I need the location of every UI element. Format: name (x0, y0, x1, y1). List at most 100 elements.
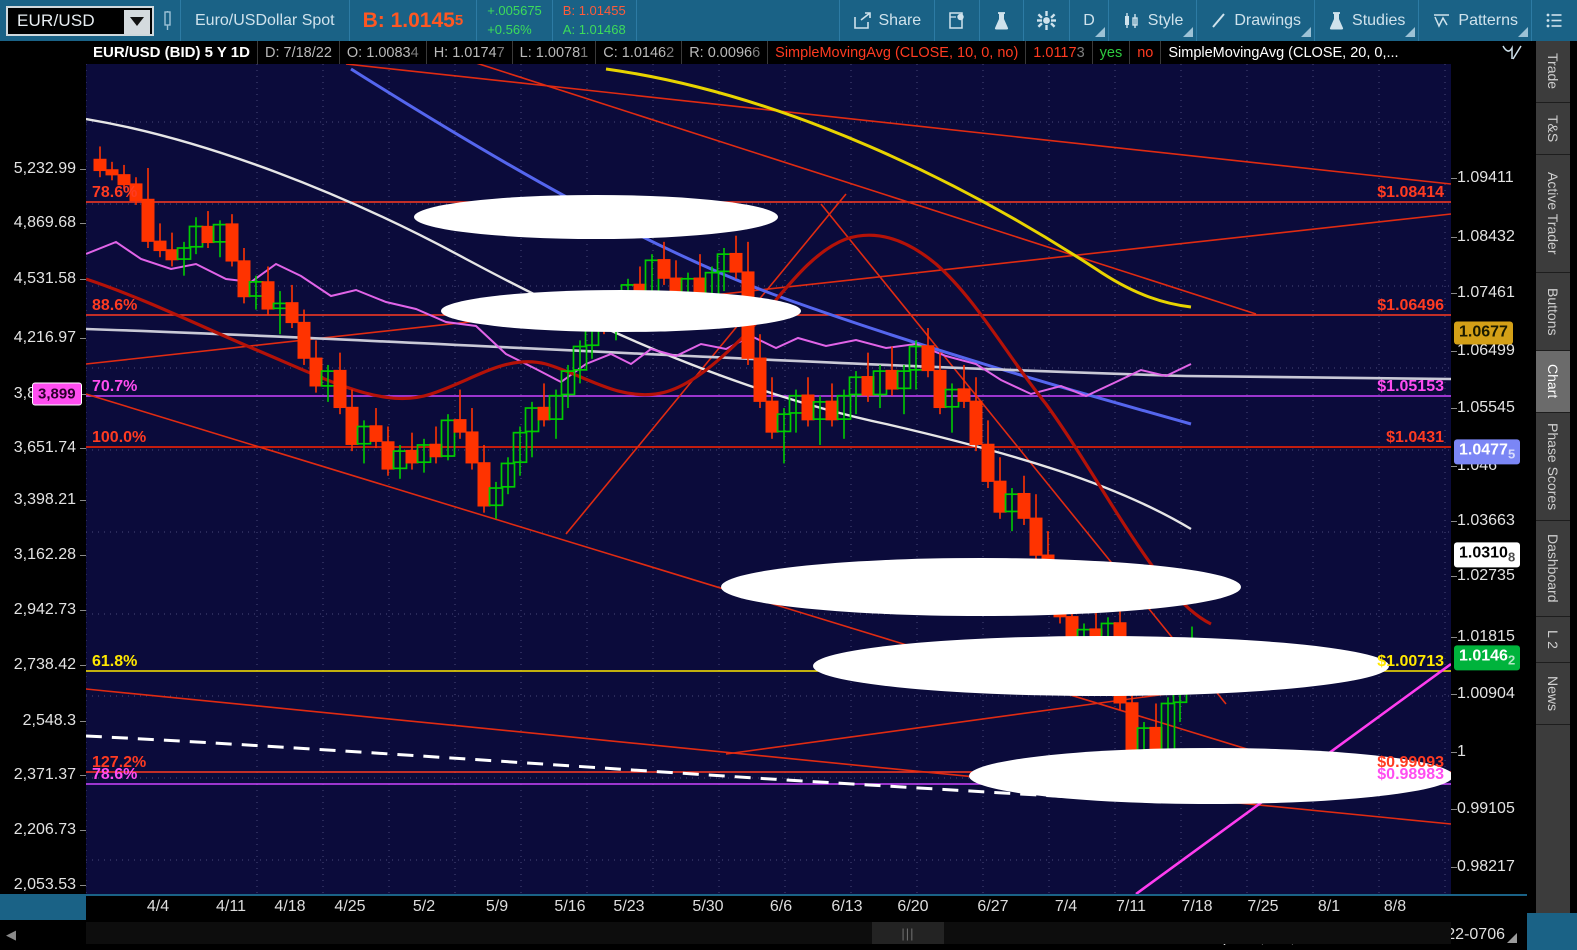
fib-level-label: 88.6% (92, 297, 137, 314)
fib-level-label: 70.7% (92, 378, 137, 395)
sidebar-tab-l-2[interactable]: L 2 (1536, 617, 1570, 663)
candle-body-down (345, 406, 359, 445)
price-axis-right-label: 0.99105 (1457, 800, 1515, 817)
share-button[interactable]: Share (840, 0, 935, 41)
sidebar-tab-phase-scores[interactable]: Phase Scores (1536, 413, 1570, 521)
studies-quick-button[interactable] (980, 0, 1023, 41)
notes-icon (948, 11, 966, 30)
price-axis-left-label: 4,216.97 (13, 329, 76, 346)
price-axis-left-label: 3,398.21 (13, 491, 76, 508)
candle-body-down (453, 419, 467, 433)
price-badge: 1.01462 (1454, 645, 1521, 671)
sidebar-tab-label: T&S (1545, 114, 1561, 143)
style-button[interactable]: Style (1109, 0, 1197, 41)
sidebar-tab-t-s[interactable]: T&S (1536, 103, 1570, 155)
sidebar-tab-active-trader[interactable]: Active Trader (1536, 155, 1570, 273)
date-key: D: (264, 44, 280, 61)
sidebar-tab-label: Phase Scores (1545, 422, 1561, 511)
pattern-toggle-icon[interactable] (1501, 43, 1523, 62)
study1-name[interactable]: SimpleMovingAvg (CLOSE, 10, 0, no) (768, 41, 1027, 64)
divider (934, 0, 936, 41)
trend-line[interactable] (345, 64, 1451, 185)
horizontal-scrollbar[interactable]: ||| (86, 922, 1451, 944)
drawings-button[interactable]: Drawings (1197, 0, 1314, 41)
symbol-input[interactable]: EUR/USD (6, 5, 154, 36)
studies-button[interactable]: Studies (1315, 0, 1418, 41)
axis-tick (80, 665, 86, 666)
candle-body-down (921, 345, 935, 372)
price-axis-right[interactable]: 1.09411 1.08432 1.07461 1.06499 1.05545 1.046… (1451, 64, 1527, 894)
candle-body-down (765, 400, 779, 433)
chart-info-bar: EUR/USD (BID) 5 Y 1D D: 7/18/22 O: 1.008… (86, 41, 1527, 64)
price-axis-left-label: 2,053.53 (13, 876, 76, 893)
axis-tick (80, 169, 86, 170)
settings-button[interactable] (1024, 0, 1069, 41)
trend-line[interactable] (820, 203, 1227, 705)
trend-line[interactable] (565, 193, 847, 535)
price-axis-right-label: 1.06499 (1457, 342, 1515, 359)
timeframe-label: D (1083, 11, 1095, 29)
ellipse-annotation[interactable] (813, 636, 1389, 696)
price-axis-left-label: 4,531.58 (13, 270, 76, 287)
dropdown-corner-icon (1405, 27, 1416, 37)
candle-body-down (1029, 517, 1043, 556)
chevron-down-icon[interactable] (124, 9, 150, 34)
trend-line[interactable] (386, 64, 1257, 315)
ellipse-annotation[interactable] (441, 290, 801, 332)
candle-body-down (957, 388, 971, 402)
price-axis-left-label: 2,548.3 (22, 712, 76, 729)
flag-icon[interactable] (154, 0, 180, 41)
price-plot[interactable]: 78.6% $1.08414 88.6% $1.06496 70.7% $1.05153 1… (86, 64, 1451, 894)
date-axis-label: 6/6 (769, 898, 793, 915)
axis-tick (1451, 521, 1457, 522)
ellipse-annotation[interactable] (721, 558, 1241, 616)
axis-tick (80, 279, 86, 280)
menu-icon (1545, 11, 1564, 30)
notes-button[interactable] (935, 0, 979, 41)
candle-body-up (896, 370, 912, 390)
axis-tick (80, 448, 86, 449)
candle-body-down (465, 431, 479, 464)
price-axis-right-label: 1.07461 (1457, 284, 1515, 301)
divider (1196, 0, 1198, 41)
dropdown-corner-icon (1507, 933, 1517, 943)
sidebar-tab-dashboard[interactable]: Dashboard (1536, 521, 1570, 617)
trend-line[interactable] (86, 393, 1297, 765)
menu-button[interactable] (1532, 0, 1577, 41)
timeframe-button[interactable]: D (1070, 0, 1108, 41)
divider (1107, 0, 1109, 41)
axis-tick (80, 555, 86, 556)
candle-body-down (117, 174, 131, 186)
axis-tick (80, 885, 86, 886)
price-axis-left[interactable]: 5,232.994,869.684,531.584,216.973,899.01… (0, 64, 86, 894)
sidebar-tab-trade[interactable]: Trade (1536, 41, 1570, 103)
low-key: L: (519, 44, 532, 61)
fib-level-label: 100.0% (92, 429, 146, 446)
patterns-button[interactable]: Patterns (1419, 0, 1531, 41)
date-axis[interactable]: 4/4 4/11 4/18 4/25 5/2 5/9 5/16 5/23 5/30 6/6 6/13… (86, 896, 1527, 920)
sidebar-tab-news[interactable]: News (1536, 663, 1570, 725)
date-axis-label: 7/18 (1181, 898, 1213, 915)
date-axis-label: 5/30 (692, 898, 724, 915)
sidebar-tab-buttons[interactable]: Buttons (1536, 273, 1570, 351)
price-axis-left-label: 3,651.74 (13, 439, 76, 456)
fib-price-label: $1.06496 (1377, 297, 1444, 314)
study2-name[interactable]: SimpleMovingAvg (CLOSE, 20, 0,... (1168, 44, 1399, 61)
ellipse-annotation[interactable] (969, 748, 1451, 804)
price-axis-right-label: 1.09411 (1457, 169, 1514, 186)
scrollbar-thumb[interactable]: ||| (872, 922, 944, 944)
dropdown-corner-icon (1094, 27, 1105, 37)
candle-body-down (237, 260, 251, 298)
divider (180, 0, 181, 41)
info-open: O: 1.0083 4 (340, 41, 427, 64)
bid-price: B: 1.0145 5 (350, 0, 477, 41)
toolbar-spacer (637, 0, 839, 41)
left-arrow-icon[interactable]: ◀ (6, 927, 16, 942)
share-icon (853, 11, 872, 30)
symbol-text: EUR/USD (17, 10, 95, 30)
info-low: L: 1.0078 1 (513, 41, 597, 64)
sidebar-tab-chart[interactable]: Chart (1536, 351, 1570, 413)
axis-tick (1451, 293, 1457, 294)
candle-body-down (885, 369, 899, 390)
ellipse-annotation[interactable] (414, 195, 778, 239)
